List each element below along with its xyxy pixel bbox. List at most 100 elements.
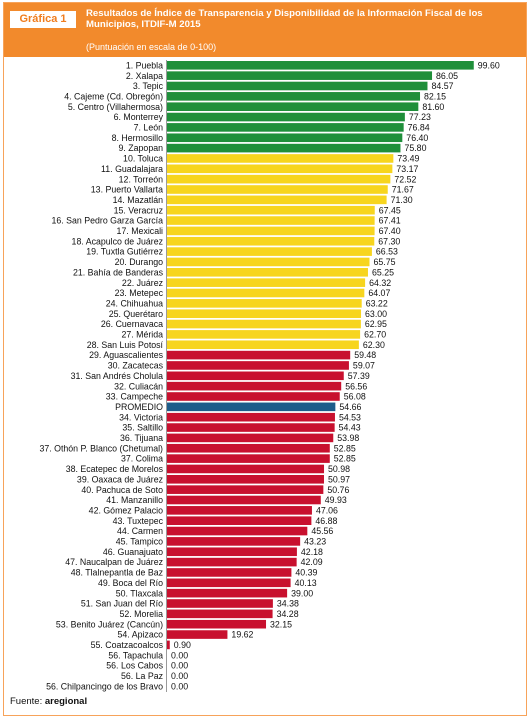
bar-51 (167, 578, 291, 588)
category-label-3: 3. Tepic (133, 81, 164, 91)
category-label-18: 18. Acapulco de Juárez (72, 236, 163, 246)
category-label-31: 31. San Andrés Cholula (71, 371, 164, 381)
value-label-53: 34.38 (277, 599, 299, 609)
value-label-43: 49.93 (325, 495, 347, 505)
value-label-21: 65.25 (372, 267, 394, 277)
value-label-6: 77.23 (409, 112, 431, 122)
bar-2 (167, 71, 433, 80)
bar-18 (167, 236, 375, 246)
category-label-58: 56. Tapachula (108, 650, 163, 660)
bar-1 (167, 61, 474, 70)
value-label-16: 67.41 (379, 216, 401, 226)
category-label-14: 14. Mazatlán (113, 195, 163, 205)
value-label-3: 84.57 (431, 81, 453, 91)
chart-subtitle: (Puntuación en escala de 0-100) (86, 42, 217, 52)
category-label-1: 1. Puebla (126, 60, 163, 70)
bar-29 (167, 350, 351, 360)
category-label-25: 25. Querétaro (109, 309, 163, 319)
value-label-60: 0.00 (171, 671, 188, 681)
bar-34 (167, 402, 336, 412)
category-label-27: 27. Mérida (121, 330, 163, 340)
category-label-38: 37. Othón P. Blanco (Chetumal) (39, 443, 163, 453)
category-label-43: 41. Manzanillo (106, 495, 163, 505)
value-label-22: 64.32 (369, 278, 391, 288)
value-label-15: 67.45 (379, 205, 401, 215)
value-label-45: 46.88 (315, 516, 337, 526)
category-label-22: 22. Juárez (122, 278, 163, 288)
value-label-24: 63.22 (366, 298, 388, 308)
value-label-31: 57.39 (348, 371, 370, 381)
source-label: Fuente: (10, 696, 43, 707)
bar-25 (167, 309, 362, 318)
bar-33 (167, 392, 340, 401)
value-label-49: 42.09 (301, 557, 323, 567)
category-label-33: 33. Campeche (106, 392, 163, 402)
bar-11 (167, 164, 393, 174)
category-label-19: 19. Tuxtla Gutiérrez (86, 247, 163, 257)
bar-15 (167, 205, 375, 215)
bar-6 (167, 112, 405, 122)
category-label-23: 23. Metepec (115, 288, 164, 298)
chart-header: Gráfica 1 Resultados de Índice de Transp… (4, 3, 526, 57)
value-label-57: 0.90 (174, 640, 191, 650)
category-label-57: 55. Coatzacoalcos (91, 640, 164, 650)
bar-4 (167, 92, 421, 101)
value-label-25: 63.00 (365, 309, 387, 319)
bar-10 (167, 154, 394, 163)
category-label-54: 52. Morelia (119, 609, 163, 619)
category-label-44: 42. Gómez Palacio (89, 505, 163, 515)
category-label-50: 48. Tlalnepantla de Baz (71, 568, 163, 578)
value-label-33: 56.08 (344, 392, 366, 402)
category-label-30: 30. Zacatecas (108, 361, 164, 371)
bar-39 (167, 454, 330, 463)
value-label-55: 32.15 (270, 619, 292, 629)
bar-53 (167, 599, 273, 608)
bar-16 (167, 216, 375, 225)
bar-28 (167, 340, 359, 350)
category-label-12: 12. Torreón (119, 174, 163, 184)
category-label-4: 4. Cajeme (Cd. Obregón) (64, 91, 163, 101)
value-label-36: 54.43 (339, 423, 361, 433)
bar-57 (167, 640, 170, 650)
bar-31 (167, 371, 344, 381)
value-label-42: 50.76 (327, 485, 349, 495)
bar-21 (167, 268, 368, 277)
category-label-49: 47. Naucalpan de Juárez (65, 557, 163, 567)
bar-56 (167, 630, 228, 639)
category-label-59: 56. Los Cabos (106, 661, 163, 671)
category-label-52: 50. Tlaxcala (116, 588, 163, 598)
bar-43 (167, 495, 321, 505)
category-label-29: 29. Aguascalientes (89, 350, 163, 360)
value-label-47: 43.23 (304, 537, 326, 547)
value-label-27: 62.70 (364, 330, 386, 340)
value-label-39: 52.85 (334, 454, 356, 464)
category-label-26: 26. Cuernavaca (101, 319, 163, 329)
bar-32 (167, 381, 342, 391)
bar-24 (167, 299, 362, 308)
value-label-35: 54.53 (339, 412, 361, 422)
bar-12 (167, 174, 391, 184)
category-label-47: 45. Tampico (116, 537, 163, 547)
bar-49 (167, 557, 297, 567)
bar-22 (167, 278, 366, 287)
category-label-9: 9. Zapopan (118, 143, 163, 153)
bar-36 (167, 423, 335, 432)
value-label-4: 82.15 (424, 91, 446, 101)
bar-9 (167, 143, 401, 153)
category-label-32: 32. Culiacán (114, 381, 163, 391)
value-label-1: 99.60 (478, 60, 500, 70)
bar-40 (167, 464, 325, 474)
value-label-37: 53.98 (337, 433, 359, 443)
bar-52 (167, 588, 288, 598)
value-label-17: 67.40 (379, 226, 401, 236)
bar-7 (167, 123, 404, 132)
value-label-52: 39.00 (291, 588, 313, 598)
value-label-13: 71.67 (392, 185, 414, 195)
value-label-58: 0.00 (171, 650, 188, 660)
category-label-40: 38. Ecatepec de Morelos (66, 464, 164, 474)
source-name: aregional (44, 696, 88, 707)
category-label-51: 49. Boca del Río (98, 578, 163, 588)
value-label-9: 75.80 (404, 143, 426, 153)
category-label-10: 10. Toluca (123, 154, 163, 164)
